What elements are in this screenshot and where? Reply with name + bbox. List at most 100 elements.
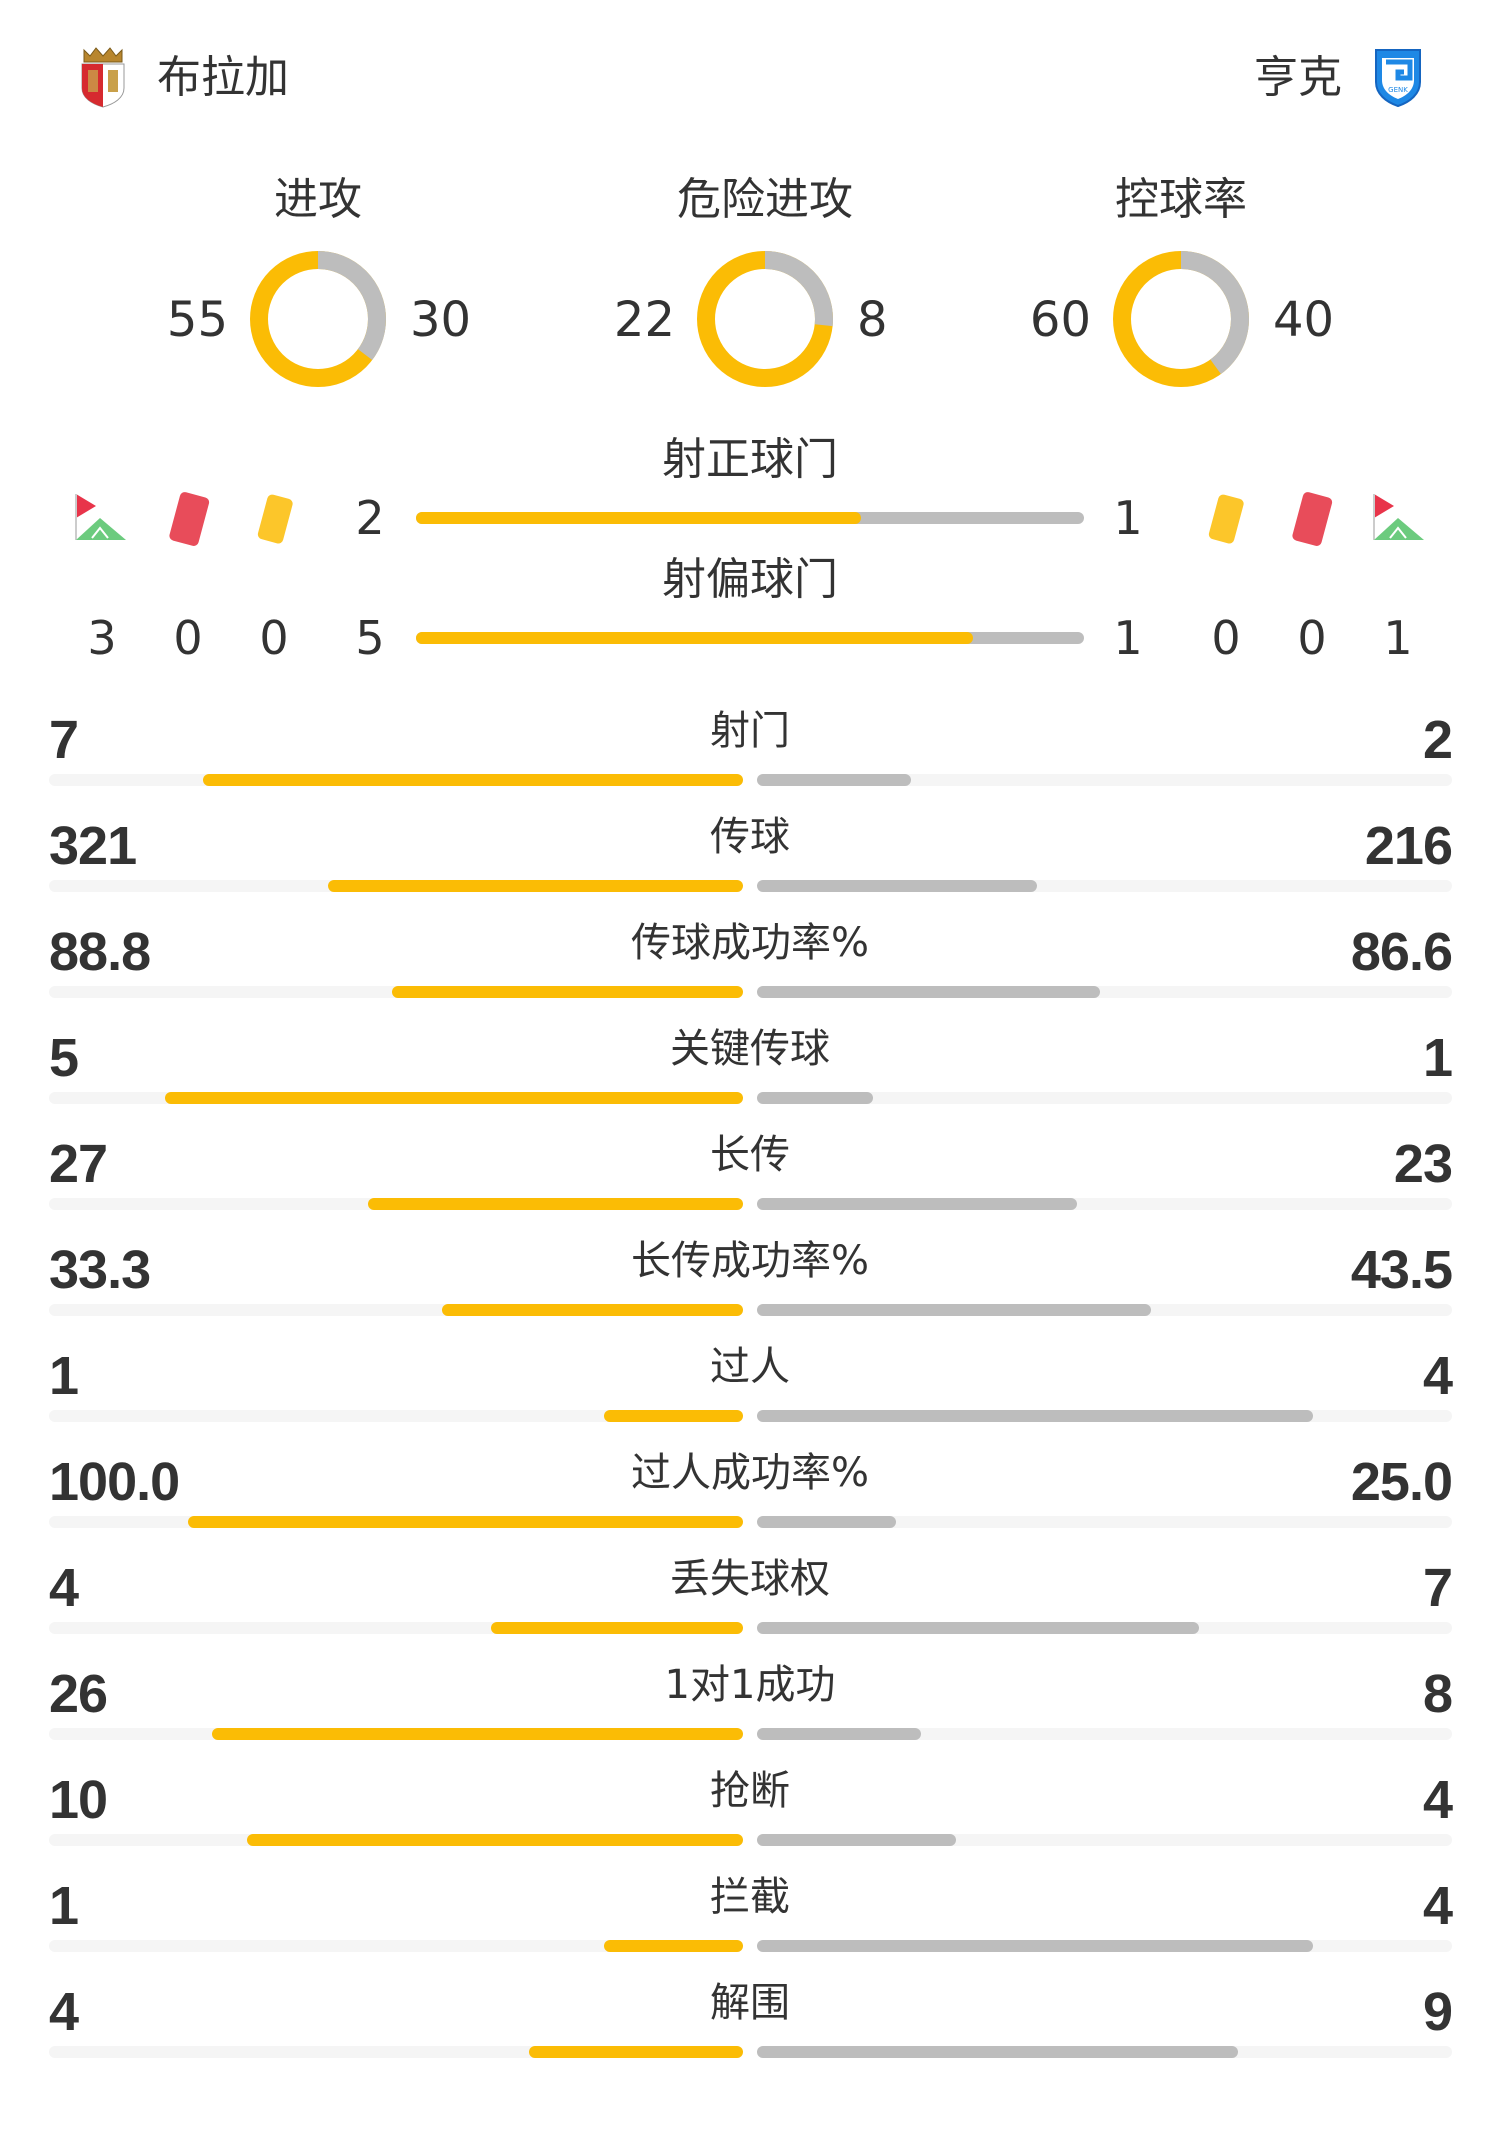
stat-away-bar <box>757 1304 1151 1316</box>
stat-away-bar <box>757 1516 896 1528</box>
away-corners: 1 <box>1383 611 1413 665</box>
stat-label: 丢失球权 <box>670 1556 830 1602</box>
donut-home-value: 60 <box>1029 292 1091 348</box>
stat-home-bar <box>187 1516 743 1528</box>
stat-away-track <box>757 774 1452 786</box>
stat-label: 长传 <box>710 1132 790 1178</box>
stat-home-track <box>49 1940 743 1952</box>
shots-on-target-home-bar <box>416 512 862 524</box>
away-shots-off-target: 1 <box>1113 611 1143 665</box>
donut-away-arc <box>1113 251 1249 387</box>
stat-home-track <box>49 1410 743 1422</box>
stat-home-value: 5 <box>49 1028 79 1088</box>
stat-label: 传球 <box>710 814 790 860</box>
stat-away-value: 25.0 <box>1350 1452 1453 1512</box>
away-red-cards: 0 <box>1297 611 1327 665</box>
stat-label: 射门 <box>710 708 790 754</box>
home-yellow-cards: 0 <box>259 611 289 665</box>
donut-title: 进攻 <box>274 174 362 225</box>
home-shots-off-target: 5 <box>355 611 385 665</box>
donut-home-value: 22 <box>613 292 675 348</box>
stat-label: 过人成功率% <box>630 1450 869 1496</box>
braga-crest-icon <box>76 46 130 108</box>
stat-away-value: 23 <box>1393 1134 1453 1194</box>
stat-home-bar <box>604 1940 743 1952</box>
stat-home-value: 10 <box>49 1770 108 1830</box>
donut-title: 控球率 <box>1115 174 1247 225</box>
stat-home-value: 100.0 <box>49 1452 180 1512</box>
stat-home-value: 26 <box>49 1664 108 1724</box>
stat-home-value: 321 <box>49 816 137 876</box>
red-card-icon <box>1285 490 1339 554</box>
away-team-name: 亨克 <box>1254 52 1342 103</box>
stat-home-bar <box>604 1410 743 1422</box>
stat-label: 关键传球 <box>670 1026 830 1072</box>
stat-away-value: 86.6 <box>1350 922 1453 982</box>
stat-away-bar <box>757 1728 921 1740</box>
stat-label: 1对1成功 <box>664 1662 836 1708</box>
stat-away-value: 1 <box>1422 1028 1453 1088</box>
home-team-name: 布拉加 <box>157 52 289 103</box>
stat-home-value: 7 <box>49 710 79 770</box>
stat-away-bar <box>757 880 1037 892</box>
stat-home-bar <box>391 986 743 998</box>
stat-home-bar <box>490 1622 743 1634</box>
stat-home-bar <box>328 880 743 892</box>
donut-away-arc <box>250 251 386 387</box>
stat-home-bar <box>368 1198 743 1210</box>
stat-away-bar <box>757 1198 1077 1210</box>
stat-home-bar <box>164 1092 743 1104</box>
stat-home-bar <box>442 1304 743 1316</box>
yellow-card-icon <box>248 490 302 554</box>
stat-away-value: 4 <box>1422 1346 1453 1406</box>
stat-home-value: 27 <box>49 1134 108 1194</box>
stat-away-bar <box>757 1940 1313 1952</box>
stat-home-value: 33.3 <box>49 1240 151 1300</box>
stat-label: 过人 <box>710 1344 790 1390</box>
stat-label: 拦截 <box>710 1874 790 1920</box>
donut-chart <box>250 251 386 387</box>
genk-crest-icon: GENK <box>1372 46 1424 108</box>
stat-label: 抢断 <box>710 1768 790 1814</box>
stat-home-value: 88.8 <box>49 922 151 982</box>
stat-away-bar <box>757 986 1101 998</box>
stat-home-bar <box>203 774 743 786</box>
stat-home-value: 4 <box>49 1982 79 2042</box>
stat-home-value: 1 <box>49 1876 79 1936</box>
stat-away-bar <box>757 1410 1313 1422</box>
donut-away-arc <box>697 251 833 387</box>
away-yellow-cards: 0 <box>1211 611 1241 665</box>
stat-home-bar <box>529 2046 743 2058</box>
donut-title: 危险进攻 <box>677 174 853 225</box>
corner-flag-icon <box>74 492 128 546</box>
stat-home-bar <box>247 1834 743 1846</box>
stat-away-value: 9 <box>1422 1982 1453 2042</box>
stat-home-bar <box>212 1728 743 1740</box>
shots-off-target-label: 射偏球门 <box>662 554 838 605</box>
stat-away-value: 4 <box>1422 1876 1453 1936</box>
donut-chart <box>697 251 833 387</box>
yellow-card-icon <box>1199 490 1253 554</box>
stat-away-track <box>757 1516 1452 1528</box>
stat-away-value: 43.5 <box>1350 1240 1453 1300</box>
stat-label: 解围 <box>710 1980 790 2026</box>
stat-home-value: 4 <box>49 1558 79 1618</box>
shots-on-target-label: 射正球门 <box>662 434 838 485</box>
home-shots-on-target: 2 <box>355 491 385 545</box>
stat-away-value: 8 <box>1422 1664 1453 1724</box>
stat-home-value: 1 <box>49 1346 79 1406</box>
stat-label: 长传成功率% <box>630 1238 869 1284</box>
stat-away-track <box>757 1728 1452 1740</box>
corner-flag-icon <box>1372 492 1426 546</box>
stat-away-bar <box>757 1092 873 1104</box>
stat-away-value: 2 <box>1422 710 1453 770</box>
stat-away-bar <box>757 2046 1239 2058</box>
stat-away-bar <box>757 1834 956 1846</box>
stat-label: 传球成功率% <box>630 920 869 966</box>
home-red-cards: 0 <box>173 611 203 665</box>
away-shots-on-target: 1 <box>1113 491 1143 545</box>
stat-away-track <box>757 1092 1452 1104</box>
donut-home-value: 55 <box>166 292 228 348</box>
stat-away-value: 4 <box>1422 1770 1453 1830</box>
home-corners: 3 <box>87 611 117 665</box>
